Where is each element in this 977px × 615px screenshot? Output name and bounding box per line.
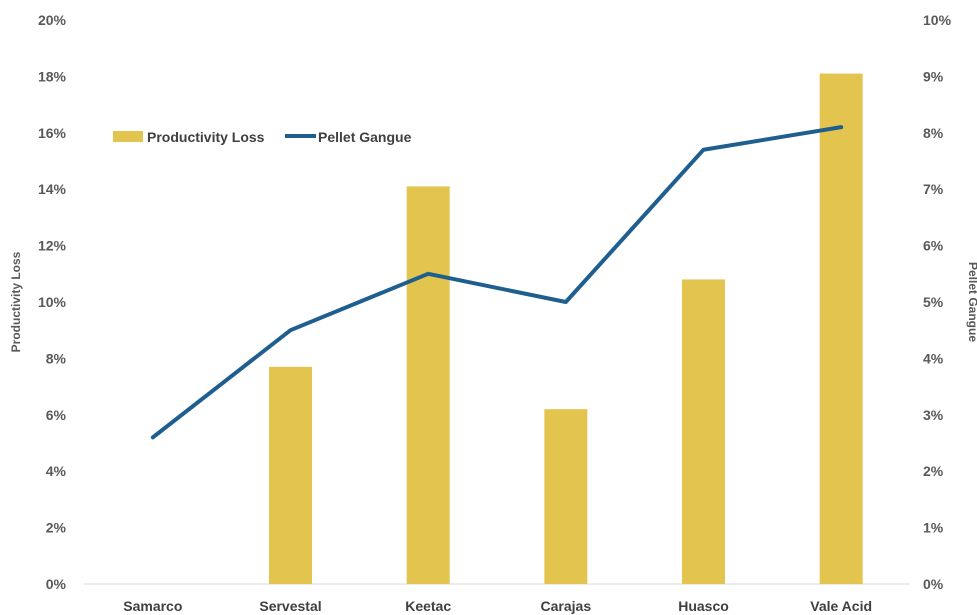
- bar-keetac: [406, 186, 450, 584]
- y2-tick-label: 7%: [923, 181, 944, 197]
- bar-vale-acid: [819, 73, 863, 584]
- y-tick-label: 12%: [38, 238, 67, 254]
- x-tick-label: Vale Acid: [810, 598, 872, 614]
- y2-tick-label: 9%: [923, 68, 944, 84]
- y-tick-label: 20%: [38, 12, 67, 28]
- bar-servestal: [269, 366, 312, 584]
- y-tick-label: 6%: [46, 407, 67, 423]
- y2-tick-label: 3%: [923, 407, 944, 423]
- y-tick-label: 10%: [38, 294, 67, 310]
- line-layer: [150, 125, 844, 440]
- legend-swatch-productivity-loss: [113, 131, 143, 142]
- bar-huasco: [682, 279, 725, 584]
- line-point-keetac: [426, 272, 430, 276]
- legend-label-productivity-loss: Productivity Loss: [147, 129, 265, 145]
- y-tick-label: 8%: [46, 350, 67, 366]
- y-tick-label: 2%: [46, 520, 67, 536]
- line-point-samarco: [151, 435, 155, 439]
- y-tick-label: 0%: [46, 576, 67, 592]
- line-pellet-gangue: [150, 125, 844, 440]
- legend-label-pellet-gangue: Pellet Gangue: [318, 129, 412, 145]
- y-tick-label: 18%: [38, 68, 67, 84]
- x-tick-label: Carajas: [541, 598, 592, 614]
- y-tick-label: 16%: [38, 125, 67, 141]
- bar-carajas: [544, 409, 588, 584]
- legend: Productivity Loss Pellet Gangue: [113, 129, 412, 145]
- y-tick-label: 4%: [46, 463, 67, 479]
- y2-tick-label: 1%: [923, 520, 944, 536]
- line-point-vale-acid: [839, 125, 843, 129]
- y2-tick-label: 10%: [923, 12, 952, 28]
- x-tick-label: Samarco: [123, 598, 182, 614]
- axis-layer: 0% 2% 4% 6% 8% 10% 12% 14% 16% 18% 20% 0% 1% 2% 3% 4% 5%…: [38, 12, 952, 614]
- x-tick-label: Huasco: [678, 598, 729, 614]
- y2-tick-label: 6%: [923, 238, 944, 254]
- y2-tick-label: 4%: [923, 350, 944, 366]
- y2-axis-title: Pellet Gangue: [966, 262, 977, 342]
- y-tick-label: 14%: [38, 181, 67, 197]
- y2-tick-label: 8%: [923, 125, 944, 141]
- line-point-huasco: [702, 148, 705, 152]
- y2-tick-label: 5%: [923, 294, 944, 310]
- x-tick-label: Servestal: [259, 598, 321, 614]
- y2-tick-label: 0%: [923, 576, 944, 592]
- x-tick-label: Keetac: [405, 598, 451, 614]
- y-axis-title: Productivity Loss: [9, 251, 23, 352]
- y2-tick-label: 2%: [923, 463, 944, 479]
- line-point-servestal: [289, 328, 292, 332]
- line-point-carajas: [564, 300, 568, 304]
- bar-layer: [269, 73, 863, 584]
